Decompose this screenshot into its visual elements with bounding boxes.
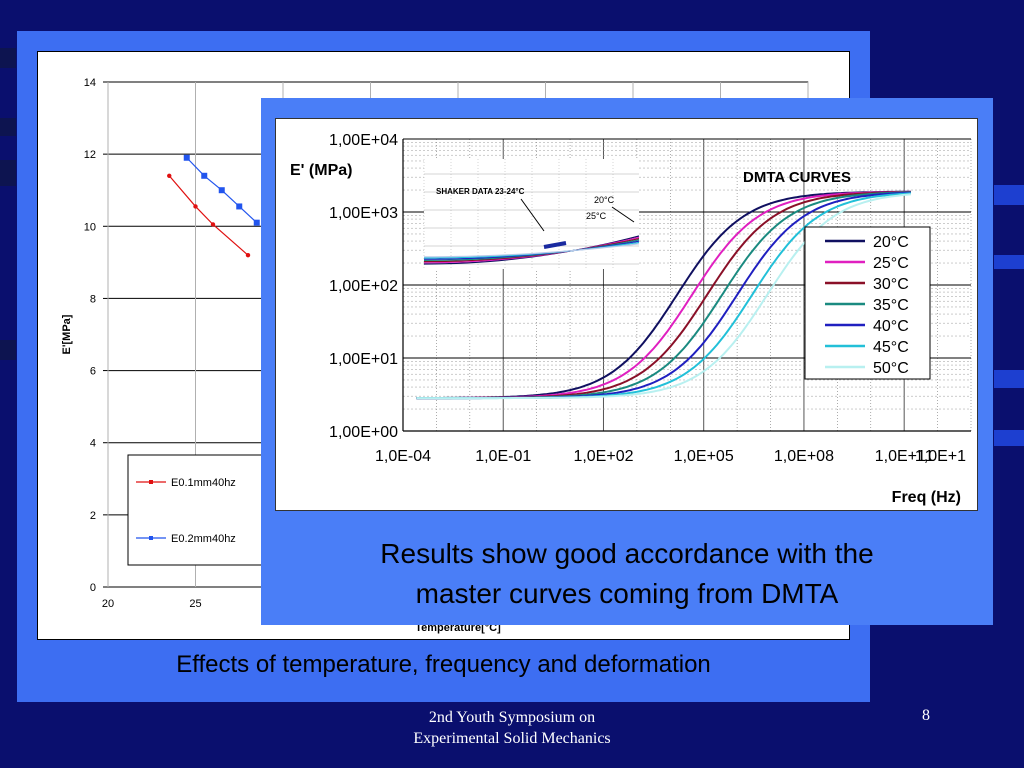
x-tick-label: 20: [102, 598, 114, 610]
legend-label: 35°C: [873, 297, 909, 314]
y-tick-label: 4: [90, 438, 96, 450]
y-tick-label: 10: [84, 221, 96, 233]
data-point: [210, 222, 216, 227]
data-point: [193, 204, 198, 209]
legend-label: E0.1mm40hz: [171, 477, 236, 489]
x-axis-label: Temperature[°C]: [415, 622, 501, 634]
legend-label: 40°C: [873, 318, 909, 335]
data-point: [183, 154, 190, 161]
y-tick-label: 2: [90, 510, 96, 522]
annotation-dmta: DMTA CURVES: [743, 169, 851, 186]
right-panel: 1,00E+00 1,00E+01 1,00E+02 1,00E+03 1,00E+04…: [261, 98, 993, 625]
y-tick-label: 1,00E+02: [329, 278, 398, 295]
y-tick-label: 1,00E+04: [329, 132, 398, 149]
x-tick-label: 25: [189, 598, 201, 610]
y-axis-label: E' (MPa): [290, 162, 352, 179]
legend-marker: [149, 536, 153, 540]
x-tick-label: 1,0E+11: [875, 448, 934, 465]
annotation-25c: 25°C: [586, 211, 607, 221]
legend-label: 25°C: [873, 255, 909, 272]
y-tick-label: 1,00E+03: [329, 205, 398, 222]
annotation-shaker: SHAKER DATA 23-24°C: [436, 187, 525, 196]
y-tick-label: 0: [90, 582, 96, 594]
legend-label: 45°C: [873, 339, 909, 356]
legend-label: 30°C: [873, 276, 909, 293]
series-line-E0.1mm40hz: [168, 175, 249, 256]
footer-text: 2nd Youth Symposium on Experimental Soli…: [362, 707, 662, 749]
y-axis-label: E'[MPa]: [61, 314, 73, 354]
legend: [804, 226, 931, 380]
x-axis-label: Freq (Hz): [892, 489, 961, 506]
data-point: [236, 203, 243, 210]
caption-results-line1: Results show good accordance with the: [380, 538, 874, 569]
dmta-chart-svg: 1,00E+00 1,00E+01 1,00E+02 1,00E+03 1,00E+04…: [290, 132, 972, 506]
data-point: [201, 172, 208, 179]
x-tick-label: 1,0E-01: [475, 448, 531, 465]
y-tick-label: 8: [90, 293, 96, 305]
legend-marker: [149, 480, 153, 484]
inset-curve: [424, 243, 640, 258]
legend-label: 50°C: [873, 360, 909, 377]
caption-results-line2: master curves coming from DMTA: [415, 578, 839, 609]
legend-label: E0.2mm40hz: [171, 533, 236, 545]
data-point: [253, 219, 260, 226]
data-point: [218, 187, 225, 194]
x-tick-label: 1,0E+05: [674, 448, 734, 465]
legend: [127, 454, 269, 566]
y-tick-label: 1,00E+01: [329, 351, 398, 368]
data-point: [245, 252, 251, 258]
x-tick-label: 1,0E+08: [774, 448, 834, 465]
curve-50°C: [416, 193, 911, 400]
inset-shaker-marker: [543, 241, 567, 249]
x-tick-label: 1,0E-04: [375, 448, 431, 465]
annotation-arrow: [520, 198, 545, 232]
dmta-chart: 1,00E+00 1,00E+01 1,00E+02 1,00E+03 1,00E+04…: [275, 118, 978, 511]
page-number: 8: [922, 707, 930, 724]
caption-results: Results show good accordance with the ma…: [261, 534, 993, 614]
footer-line2: Experimental Solid Mechanics: [413, 730, 611, 747]
x-tick-label: 1,0E+1: [915, 448, 966, 465]
annotation-arrow: [611, 206, 635, 223]
y-tick-label: 14: [84, 77, 96, 89]
legend-label: 20°C: [873, 234, 909, 251]
data-point: [167, 173, 172, 178]
x-tick-label: 1,0E+02: [573, 448, 633, 465]
annotation-20c: 20°C: [594, 195, 615, 205]
caption-effects: Effects of temperature, frequency and de…: [176, 651, 711, 678]
y-tick-label: 1,00E+00: [329, 424, 398, 441]
y-tick-label: 12: [84, 149, 96, 161]
footer-line1: 2nd Youth Symposium on: [428, 709, 596, 726]
y-tick-label: 6: [90, 366, 96, 378]
